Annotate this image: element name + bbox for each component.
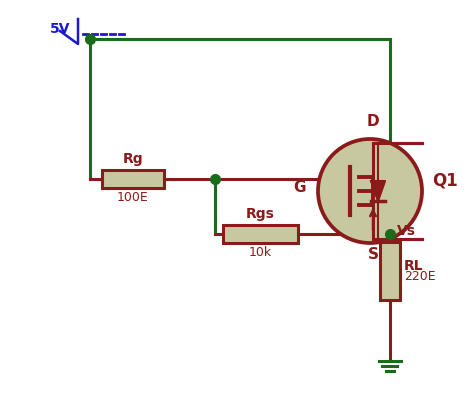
Bar (380, 242, 400, 300)
Circle shape (318, 139, 422, 243)
Text: D: D (367, 114, 379, 129)
Text: Rgs: Rgs (246, 207, 275, 221)
Text: Q1: Q1 (432, 172, 458, 190)
Text: 10k: 10k (249, 246, 272, 259)
Text: 100E: 100E (117, 191, 149, 204)
Text: G: G (293, 180, 306, 196)
Bar (223, 225, 298, 243)
Text: S: S (367, 247, 379, 262)
Text: Rg: Rg (123, 152, 143, 166)
Text: Vs: Vs (397, 224, 416, 238)
Text: 220E: 220E (404, 270, 436, 283)
Polygon shape (371, 181, 385, 201)
Bar (102, 170, 164, 188)
Text: RL: RL (404, 259, 424, 273)
Text: 5V: 5V (50, 22, 71, 36)
